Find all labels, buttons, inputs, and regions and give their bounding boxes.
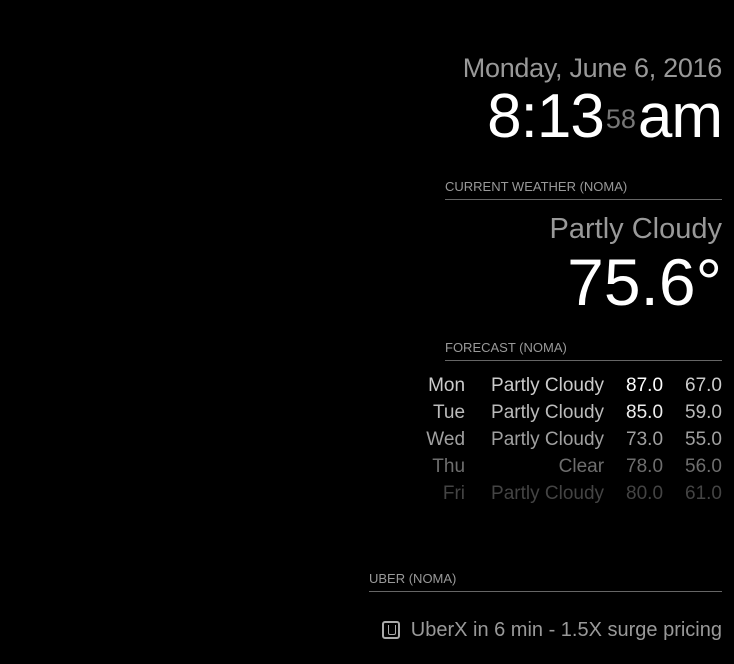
forecast-condition: Partly Cloudy [491,375,605,396]
uber-status: UberX in 6 min - 1.5X surge pricing [381,616,722,644]
forecast-low: 61.0 [685,483,722,504]
forecast-day: Wed [426,429,466,450]
current-weather-module: Partly Cloudy 75.6° [422,211,722,315]
forecast-low: 56.0 [685,456,722,477]
current-condition: Partly Cloudy [549,213,722,245]
forecast-high: 80.0 [626,483,664,504]
forecast-day: Tue [432,402,466,423]
forecast-row: Fri Partly Cloudy 80.0 61.0 [426,480,722,507]
forecast-condition: Partly Cloudy [491,429,605,450]
time-seconds: 58 [605,104,636,134]
time-ampm: am [637,82,723,151]
current-temperature: 75.6° [567,245,722,319]
forecast-high: 85.0 [626,402,664,423]
forecast-day: Mon [428,375,466,396]
forecast-row: Mon Partly Cloudy 87.0 67.0 [426,372,722,399]
forecast-condition: Partly Cloudy [491,402,605,423]
current-weather-header: CURRENT WEATHER (NOMA) [445,179,722,200]
forecast-low: 59.0 [685,402,722,423]
uber-header: UBER (NOMA) [369,571,722,592]
time-hours-minutes: 8:13 [487,82,605,151]
forecast-high: 87.0 [626,375,664,396]
forecast-row: Tue Partly Cloudy 85.0 59.0 [426,399,722,426]
forecast-day: Fri [442,483,466,504]
forecast-row: Wed Partly Cloudy 73.0 55.0 [426,426,722,453]
clock-module: Monday, June 6, 2016 8:1358am [445,50,723,148]
uber-icon [381,621,400,639]
forecast-low: 55.0 [685,429,722,450]
forecast-header: FORECAST (NOMA) [445,340,722,361]
forecast-condition: Partly Cloudy [491,483,605,504]
date-label: Monday, June 6, 2016 [462,53,723,83]
uber-status-text: UberX in 6 min - 1.5X surge pricing [410,619,722,641]
forecast-condition: Clear [558,456,605,477]
forecast-high: 78.0 [626,456,664,477]
forecast-low: 67.0 [685,375,722,396]
forecast-row: Thu Clear 78.0 56.0 [426,453,722,480]
time-display: 8:1358am [445,86,723,148]
forecast-table: Mon Partly Cloudy 87.0 67.0 Tue Partly Cloudy… [426,372,722,507]
forecast-high: 73.0 [626,429,664,450]
forecast-day: Thu [432,456,466,477]
